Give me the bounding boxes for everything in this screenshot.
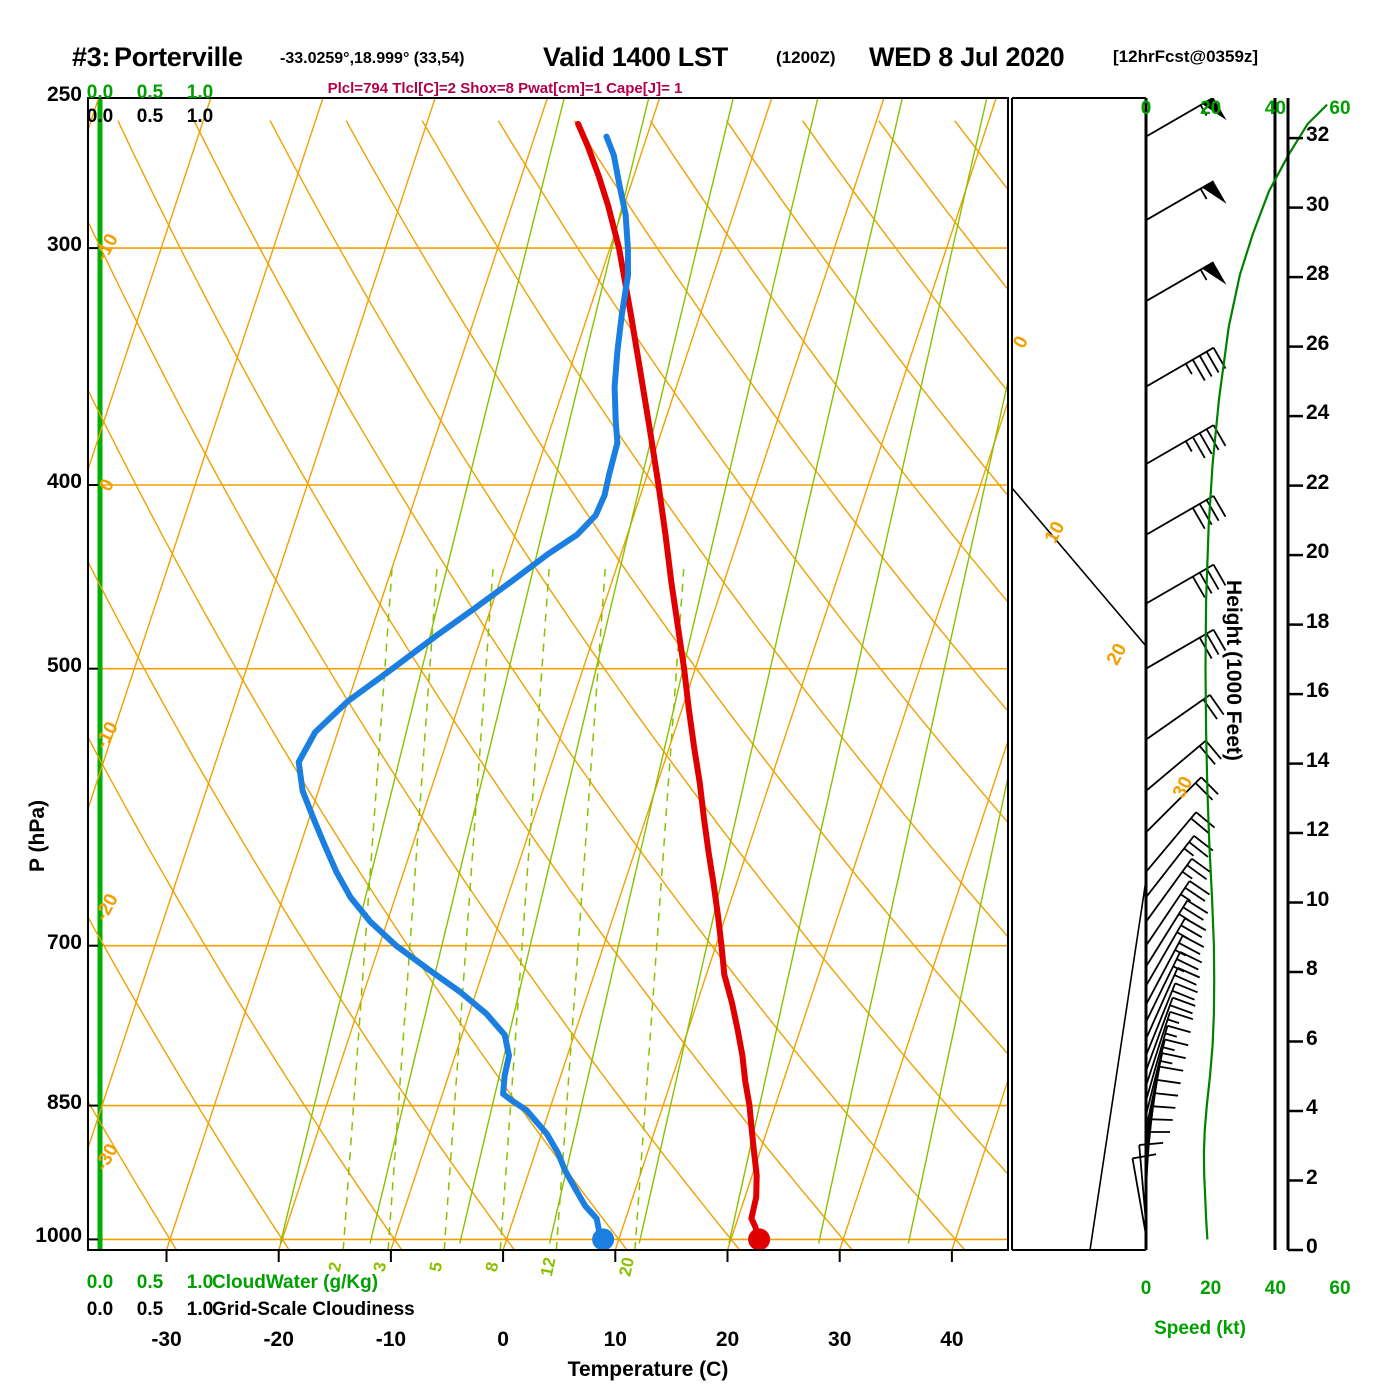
speed-tick: 40 bbox=[1264, 98, 1286, 119]
forecast-tag: [12hrFcst@0359z] bbox=[1113, 47, 1259, 66]
height-tick: 32 bbox=[1306, 123, 1330, 147]
height-tick: 10 bbox=[1306, 887, 1330, 911]
plot-frame bbox=[87, 97, 1009, 1251]
temperature-tick: -30 bbox=[151, 1328, 182, 1351]
svg-text:10: 10 bbox=[1041, 518, 1069, 547]
svg-text:8: 8 bbox=[482, 1260, 503, 1273]
svg-text:5: 5 bbox=[426, 1260, 447, 1273]
speed-tick: 0 bbox=[1140, 98, 1152, 119]
cloudiness-tick: 1.0 bbox=[186, 106, 214, 127]
height-tick: 26 bbox=[1306, 331, 1330, 355]
plot-background bbox=[88, 98, 1008, 1250]
cloudwater-tick: 1.0 bbox=[186, 1272, 214, 1293]
speed-tick: 60 bbox=[1329, 1278, 1351, 1299]
temperature-tick: -10 bbox=[375, 1328, 407, 1351]
svg-text:2: 2 bbox=[325, 1260, 346, 1273]
pressure-tick: 300 bbox=[46, 233, 82, 257]
cloudiness-tick: 0.0 bbox=[86, 106, 114, 127]
pressure-tick: 700 bbox=[46, 930, 82, 954]
station-id: #3: bbox=[72, 42, 111, 72]
pressure-axis-label: P (hPa) bbox=[26, 800, 49, 872]
height-tick: 4 bbox=[1306, 1096, 1318, 1119]
cloudwater-tick: 0.0 bbox=[86, 1272, 114, 1293]
pressure-tick: 250 bbox=[46, 83, 82, 106]
height-tick: 18 bbox=[1306, 609, 1330, 633]
title-bar: #3: Porterville -33.0259°,18.999° (33,54… bbox=[0, 42, 1400, 76]
height-tick: 28 bbox=[1306, 262, 1330, 286]
cloudwater-tick: 1.0 bbox=[186, 82, 214, 103]
cloudiness-axis-label: Grid-Scale Cloudiness bbox=[212, 1299, 415, 1320]
svg-text:20: 20 bbox=[1103, 640, 1131, 669]
cloudwater-tick: 0.0 bbox=[86, 82, 114, 103]
svg-text:3: 3 bbox=[370, 1260, 391, 1273]
speed-tick: 20 bbox=[1200, 98, 1222, 119]
speed-tick: 0 bbox=[1140, 1278, 1152, 1299]
sounding-curves bbox=[295, 120, 763, 1243]
cloudwater-tick: 0.5 bbox=[136, 1272, 164, 1293]
pressure-tick: 400 bbox=[46, 469, 82, 493]
speed-tick: 40 bbox=[1264, 1278, 1286, 1299]
height-tick: 22 bbox=[1306, 470, 1330, 494]
skewt-lines bbox=[88, 98, 1008, 1250]
grid-lines bbox=[88, 98, 1008, 1250]
height-tick: 20 bbox=[1306, 540, 1330, 564]
cloudiness-tick: 0.5 bbox=[136, 106, 164, 127]
height-tick: 8 bbox=[1306, 957, 1318, 981]
temperature-tick: -20 bbox=[263, 1328, 294, 1351]
speed-axis-label: Speed (kt) bbox=[1154, 1318, 1246, 1339]
sounding-parameters: Plcl=794 Tlcl[C]=2 Shox=8 Pwat[cm]=1 Cap… bbox=[327, 80, 683, 97]
temperature-tick: 0 bbox=[497, 1328, 509, 1351]
station-coords: -33.0259°,18.999° (33,54) bbox=[280, 50, 465, 67]
valid-time: Valid 1400 LST bbox=[543, 42, 728, 72]
pressure-tick: 500 bbox=[46, 653, 82, 677]
height-tick: 30 bbox=[1306, 192, 1330, 216]
station-name: Porterville bbox=[114, 42, 243, 72]
height-axis-label: Height (1000 Feet) bbox=[1222, 580, 1245, 761]
surface-markers bbox=[592, 1228, 771, 1251]
cloudiness-tick: 1.0 bbox=[186, 1299, 214, 1320]
svg-text:12: 12 bbox=[537, 1256, 560, 1278]
cloudwater-axis-label: CloudWater (g/Kg) bbox=[212, 1272, 379, 1293]
pressure-tick: 1000 bbox=[35, 1224, 82, 1248]
valid-utc: (1200Z) bbox=[776, 48, 836, 67]
temperature-tick: 40 bbox=[940, 1328, 964, 1351]
temperature-tick: 30 bbox=[828, 1328, 852, 1351]
valid-date: WED 8 Jul 2020 bbox=[869, 42, 1065, 72]
speed-tick: 20 bbox=[1200, 1278, 1222, 1299]
svg-text:30: 30 bbox=[1169, 773, 1197, 802]
height-tick: 12 bbox=[1306, 818, 1330, 842]
height-tick: 14 bbox=[1306, 748, 1330, 772]
height-tick: 16 bbox=[1306, 679, 1330, 703]
speed-tick: 60 bbox=[1329, 98, 1351, 119]
height-tick: 24 bbox=[1306, 401, 1330, 425]
cloudwater-tick: 0.5 bbox=[136, 82, 164, 103]
cloudiness-tick: 0.0 bbox=[86, 1299, 114, 1320]
svg-text:20: 20 bbox=[615, 1256, 638, 1278]
height-tick: 0 bbox=[1306, 1235, 1318, 1258]
temperature-tick: 10 bbox=[603, 1328, 627, 1351]
height-tick: 6 bbox=[1306, 1026, 1318, 1050]
temperature-tick: 20 bbox=[715, 1328, 740, 1351]
pressure-tick: 850 bbox=[46, 1090, 82, 1114]
cloudiness-tick: 0.5 bbox=[136, 1299, 164, 1320]
height-tick: 2 bbox=[1306, 1165, 1318, 1189]
temperature-axis-label: Temperature (C) bbox=[567, 1358, 729, 1381]
wind-barb-panel bbox=[1011, 97, 1328, 1252]
